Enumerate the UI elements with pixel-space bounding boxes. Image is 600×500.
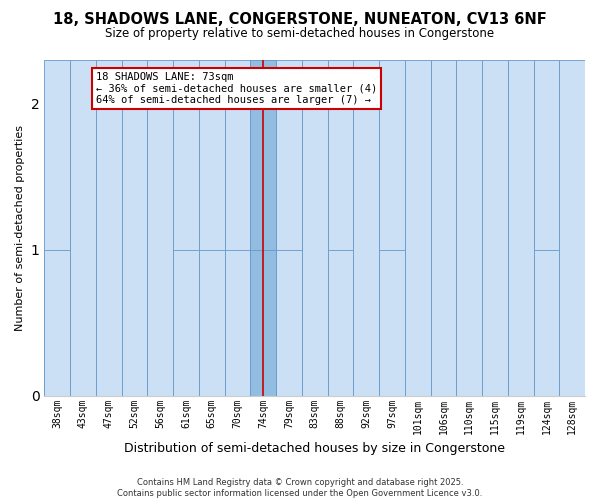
Bar bbox=[96, 60, 122, 396]
Bar bbox=[147, 60, 173, 396]
Bar bbox=[44, 250, 70, 396]
Bar bbox=[276, 60, 302, 396]
Bar bbox=[199, 60, 224, 396]
Bar bbox=[328, 60, 353, 396]
Text: Size of property relative to semi-detached houses in Congerstone: Size of property relative to semi-detach… bbox=[106, 28, 494, 40]
Bar bbox=[328, 250, 353, 396]
Bar bbox=[70, 60, 96, 396]
Text: 18 SHADOWS LANE: 73sqm
← 36% of semi-detached houses are smaller (4)
64% of semi: 18 SHADOWS LANE: 73sqm ← 36% of semi-det… bbox=[96, 72, 377, 105]
Text: 18, SHADOWS LANE, CONGERSTONE, NUNEATON, CV13 6NF: 18, SHADOWS LANE, CONGERSTONE, NUNEATON,… bbox=[53, 12, 547, 28]
Bar bbox=[456, 60, 482, 396]
Bar bbox=[353, 60, 379, 396]
Bar bbox=[379, 60, 405, 396]
Bar bbox=[250, 60, 276, 396]
Bar bbox=[482, 60, 508, 396]
Bar bbox=[533, 60, 559, 396]
Bar bbox=[508, 60, 533, 396]
Bar bbox=[405, 60, 431, 396]
X-axis label: Distribution of semi-detached houses by size in Congerstone: Distribution of semi-detached houses by … bbox=[124, 442, 505, 455]
Bar bbox=[44, 60, 70, 396]
Bar bbox=[250, 250, 276, 396]
Bar bbox=[559, 60, 585, 396]
Bar bbox=[173, 250, 199, 396]
Bar bbox=[250, 250, 276, 396]
Bar bbox=[302, 60, 328, 396]
Bar bbox=[173, 60, 199, 396]
Bar bbox=[199, 250, 224, 396]
Bar bbox=[353, 104, 379, 396]
Y-axis label: Number of semi-detached properties: Number of semi-detached properties bbox=[15, 125, 25, 331]
Bar bbox=[250, 60, 276, 396]
Bar bbox=[533, 250, 559, 396]
Bar bbox=[122, 60, 147, 396]
Bar bbox=[224, 60, 250, 396]
Bar bbox=[276, 250, 302, 396]
Bar bbox=[379, 250, 405, 396]
Bar bbox=[431, 60, 456, 396]
Text: Contains HM Land Registry data © Crown copyright and database right 2025.
Contai: Contains HM Land Registry data © Crown c… bbox=[118, 478, 482, 498]
Bar bbox=[224, 250, 250, 396]
